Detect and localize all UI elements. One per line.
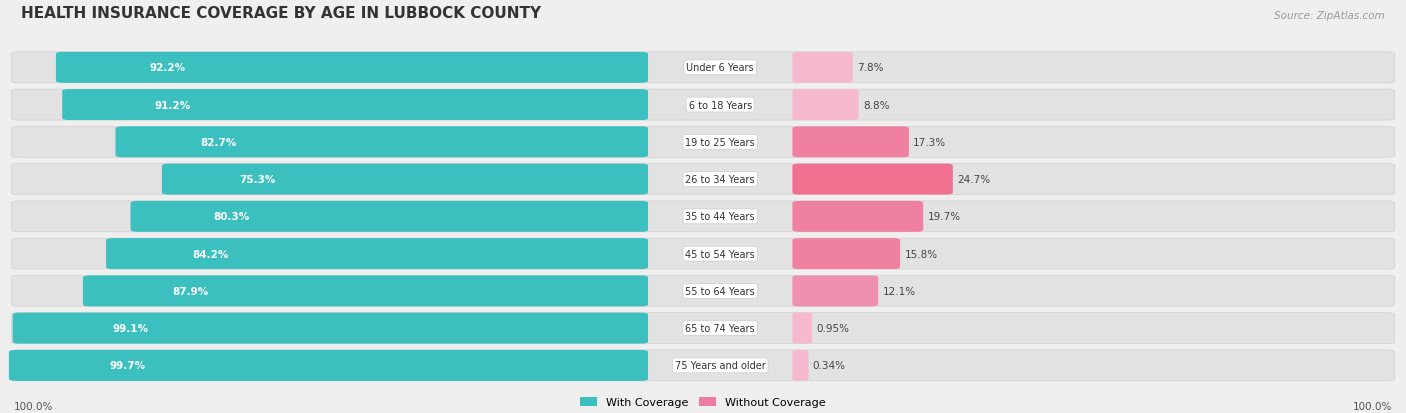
- FancyBboxPatch shape: [62, 90, 648, 121]
- FancyBboxPatch shape: [105, 239, 648, 269]
- FancyBboxPatch shape: [11, 164, 1395, 195]
- Text: 26 to 34 Years: 26 to 34 Years: [686, 175, 755, 185]
- FancyBboxPatch shape: [793, 350, 808, 381]
- FancyBboxPatch shape: [8, 350, 648, 381]
- FancyBboxPatch shape: [793, 276, 879, 306]
- FancyBboxPatch shape: [13, 313, 648, 344]
- FancyBboxPatch shape: [56, 53, 648, 83]
- Text: 91.2%: 91.2%: [155, 100, 191, 110]
- Text: 75 Years and older: 75 Years and older: [675, 361, 766, 370]
- Legend: With Coverage, Without Coverage: With Coverage, Without Coverage: [581, 397, 825, 408]
- FancyBboxPatch shape: [11, 276, 1395, 306]
- Text: 75.3%: 75.3%: [240, 175, 276, 185]
- Text: 100.0%: 100.0%: [1353, 401, 1392, 411]
- Text: 99.1%: 99.1%: [112, 323, 149, 333]
- Text: 99.7%: 99.7%: [110, 361, 146, 370]
- Text: 65 to 74 Years: 65 to 74 Years: [685, 323, 755, 333]
- Text: 19.7%: 19.7%: [928, 212, 960, 222]
- FancyBboxPatch shape: [11, 127, 1395, 158]
- Text: 55 to 64 Years: 55 to 64 Years: [685, 286, 755, 296]
- FancyBboxPatch shape: [11, 313, 1395, 344]
- Text: 0.95%: 0.95%: [817, 323, 849, 333]
- FancyBboxPatch shape: [793, 313, 813, 344]
- Text: 6 to 18 Years: 6 to 18 Years: [689, 100, 752, 110]
- FancyBboxPatch shape: [793, 164, 953, 195]
- Text: 7.8%: 7.8%: [856, 63, 883, 73]
- Text: Source: ZipAtlas.com: Source: ZipAtlas.com: [1274, 11, 1385, 21]
- Text: 8.8%: 8.8%: [863, 100, 890, 110]
- Text: 17.3%: 17.3%: [914, 138, 946, 147]
- FancyBboxPatch shape: [83, 276, 648, 306]
- FancyBboxPatch shape: [162, 164, 648, 195]
- Text: 84.2%: 84.2%: [193, 249, 229, 259]
- FancyBboxPatch shape: [793, 239, 900, 269]
- Text: 35 to 44 Years: 35 to 44 Years: [686, 212, 755, 222]
- FancyBboxPatch shape: [11, 202, 1395, 232]
- FancyBboxPatch shape: [11, 350, 1395, 381]
- Text: 92.2%: 92.2%: [149, 63, 186, 73]
- Text: 80.3%: 80.3%: [214, 212, 249, 222]
- FancyBboxPatch shape: [793, 90, 859, 121]
- FancyBboxPatch shape: [11, 53, 1395, 83]
- Text: 24.7%: 24.7%: [957, 175, 990, 185]
- Text: 100.0%: 100.0%: [14, 401, 53, 411]
- FancyBboxPatch shape: [11, 239, 1395, 269]
- Text: HEALTH INSURANCE COVERAGE BY AGE IN LUBBOCK COUNTY: HEALTH INSURANCE COVERAGE BY AGE IN LUBB…: [21, 6, 541, 21]
- Text: 0.34%: 0.34%: [813, 361, 846, 370]
- FancyBboxPatch shape: [793, 127, 910, 158]
- Text: 19 to 25 Years: 19 to 25 Years: [685, 138, 755, 147]
- FancyBboxPatch shape: [793, 53, 852, 83]
- FancyBboxPatch shape: [11, 90, 1395, 121]
- Text: 45 to 54 Years: 45 to 54 Years: [685, 249, 755, 259]
- Text: 12.1%: 12.1%: [883, 286, 915, 296]
- Text: 82.7%: 82.7%: [200, 138, 236, 147]
- Text: 15.8%: 15.8%: [904, 249, 938, 259]
- Text: 87.9%: 87.9%: [173, 286, 209, 296]
- FancyBboxPatch shape: [131, 202, 648, 232]
- Text: Under 6 Years: Under 6 Years: [686, 63, 754, 73]
- FancyBboxPatch shape: [115, 127, 648, 158]
- FancyBboxPatch shape: [793, 202, 924, 232]
